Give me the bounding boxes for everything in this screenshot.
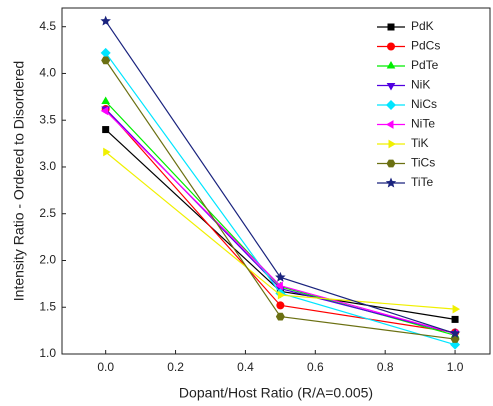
legend-marker [386,159,396,168]
legend-label: NiTe [411,117,435,131]
y-tick-label: 4.5 [39,19,56,33]
marker [451,315,459,323]
marker [276,301,285,310]
marker [101,96,111,105]
marker [100,47,111,58]
legend-label: TiCs [411,156,435,170]
legend-marker [386,83,396,91]
legend-marker [386,120,394,129]
legend-label: PdTe [411,58,439,72]
y-tick-label: 3.5 [39,112,56,126]
legend-marker [388,139,396,149]
legend-label: TiTe [411,175,434,189]
y-tick-label: 3.0 [39,159,56,173]
marker [449,327,461,338]
legend-label: TiK [411,136,429,150]
y-tick-label: 1.5 [39,299,56,313]
legend-marker [386,100,396,110]
y-tick-label: 1.0 [39,346,56,360]
series-line [105,52,456,346]
y-tick-label: 2.5 [39,206,56,220]
x-tick-label: 0.4 [237,360,254,374]
x-tick-label: 0.2 [167,360,184,374]
y-axis-title: Intensity Ratio - Ordered to Disordered [11,61,27,301]
marker [277,290,286,300]
x-tick-label: 0.0 [97,360,114,374]
x-tick-label: 1.0 [447,360,464,374]
series-line [105,108,456,334]
marker [100,15,111,26]
marker [100,106,109,116]
marker [103,147,111,157]
x-tick-label: 0.8 [377,360,394,374]
marker [275,312,285,321]
legend-marker [386,61,396,69]
marker [102,126,110,134]
x-axis-title: Dopant/Host Ratio (R/A=0.005) [179,385,373,401]
legend-label: NiK [411,78,430,92]
legend-marker [387,23,395,31]
x-tick-label: 0.6 [307,360,324,374]
legend-marker [385,177,397,188]
legend-label: PdCs [411,39,440,53]
series-line [105,108,456,335]
legend-label: PdK [411,19,434,33]
y-tick-label: 2.0 [39,253,56,267]
legend-marker [387,42,395,51]
marker [101,56,111,65]
legend-label: NiCs [411,97,437,111]
marker [452,304,461,314]
marker [275,271,286,282]
y-tick-label: 4.0 [39,66,56,80]
marker [275,281,283,291]
plot-frame [61,7,491,355]
